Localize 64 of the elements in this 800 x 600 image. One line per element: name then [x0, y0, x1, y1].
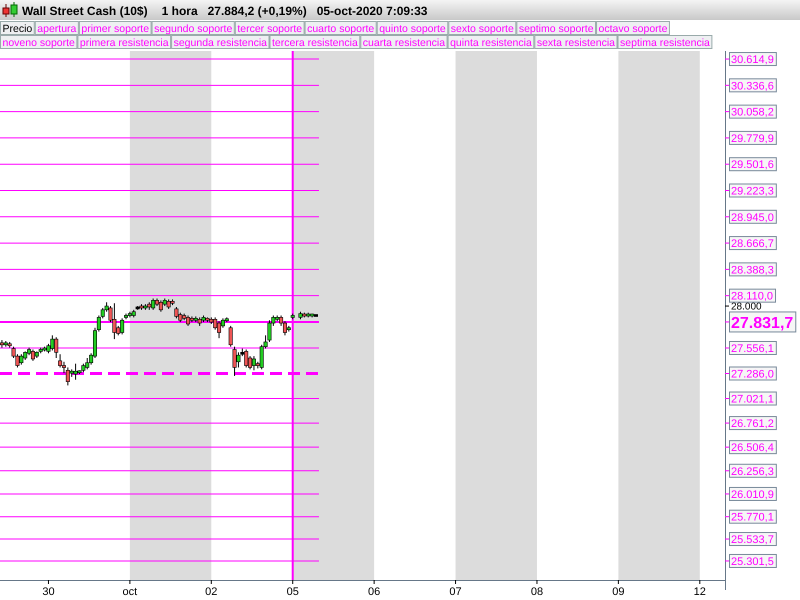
x-tick-label: 07: [449, 586, 462, 598]
x-tick-label: 05: [286, 586, 299, 598]
y-tick-label: 30.336,6: [731, 80, 774, 92]
text: segundo soporte: [154, 23, 232, 35]
y-tick-label: 27.021,1: [731, 394, 774, 406]
text: cuarto soporte: [307, 23, 374, 35]
text: quinto soporte: [379, 23, 446, 35]
text: sexto soporte: [450, 23, 514, 35]
text: septima resistencia: [620, 37, 710, 49]
x-tick-label: 09: [612, 586, 625, 598]
candlestick: [30, 349, 35, 362]
text: primer soporte: [81, 23, 150, 35]
y-tick-label: 30.058,2: [731, 106, 774, 119]
text: Precio: [2, 23, 32, 35]
y-tick-label: 27.286,0: [731, 368, 774, 380]
candlestick: [85, 358, 90, 370]
y-tick-label: 26.761,2: [731, 418, 774, 430]
y-tick-label: 30.614,9: [731, 54, 774, 66]
x-tick-label: 06: [368, 586, 380, 598]
y-tick-label: 26.010,9: [731, 488, 774, 501]
candlestick: [112, 302, 116, 340]
y-tick-label: 26.256,3: [731, 466, 774, 478]
text: cuarta resistencia: [362, 37, 446, 49]
candlestick: [120, 318, 124, 335]
chart-subtitle: 1 hora 27.884,2 (+0,19%) 05-oct-2020 7:09:33: [162, 4, 428, 18]
candlestick: [232, 346, 237, 376]
x-tick-label: 30: [42, 586, 55, 598]
text: septimo soporte: [518, 23, 594, 35]
x-tick-label: oct: [122, 586, 138, 598]
text: tercera resistencia: [272, 37, 358, 49]
text: primera resistencia: [80, 37, 169, 49]
y-tick-label: 25.770,1: [731, 512, 774, 524]
chart-title: Wall Street Cash (10$): [22, 4, 148, 18]
y-tick-label: 29.223,3: [731, 185, 774, 198]
y-tick-label: 26.506,4: [731, 442, 774, 454]
candlestick: [228, 325, 233, 348]
candlestick: [236, 352, 240, 368]
y-tick-label: 29.501,6: [731, 159, 774, 172]
y-tick-label: 25.533,7: [731, 534, 774, 546]
text: quinta resistencia: [450, 37, 532, 49]
y-tick-label: 28.666,7: [731, 238, 774, 250]
y-tick-label: 29.779,9: [731, 132, 774, 145]
candlestick: [252, 356, 256, 371]
text: segunda resistencia: [174, 37, 268, 49]
text: tercer soporte: [237, 23, 302, 35]
candlestick: [54, 336, 58, 359]
y-tick-label: 28.945,0: [731, 212, 774, 224]
text: octavo soporte: [598, 23, 668, 35]
x-tick-label: 12: [694, 586, 706, 598]
x-tick-label: 08: [530, 586, 544, 598]
x-tick-label: 02: [205, 586, 218, 598]
y-tick-label: 28.110,0: [731, 290, 774, 303]
candlestick: [19, 354, 24, 366]
text: apertura: [37, 23, 77, 35]
y-tick-label: 28.000: [731, 302, 762, 313]
text: sexta resistencia: [536, 37, 616, 49]
y-tick-label: 28.388,3: [731, 264, 774, 276]
y-tick-label: 25.301,5: [731, 556, 774, 568]
candlestick: [244, 349, 248, 368]
text: noveno soporte: [2, 37, 76, 49]
y-tick-label: 27.556,1: [731, 342, 774, 355]
candlestick: [74, 363, 78, 380]
candlestick: [217, 320, 222, 339]
ref-line-label: 27.831,7: [731, 314, 794, 332]
